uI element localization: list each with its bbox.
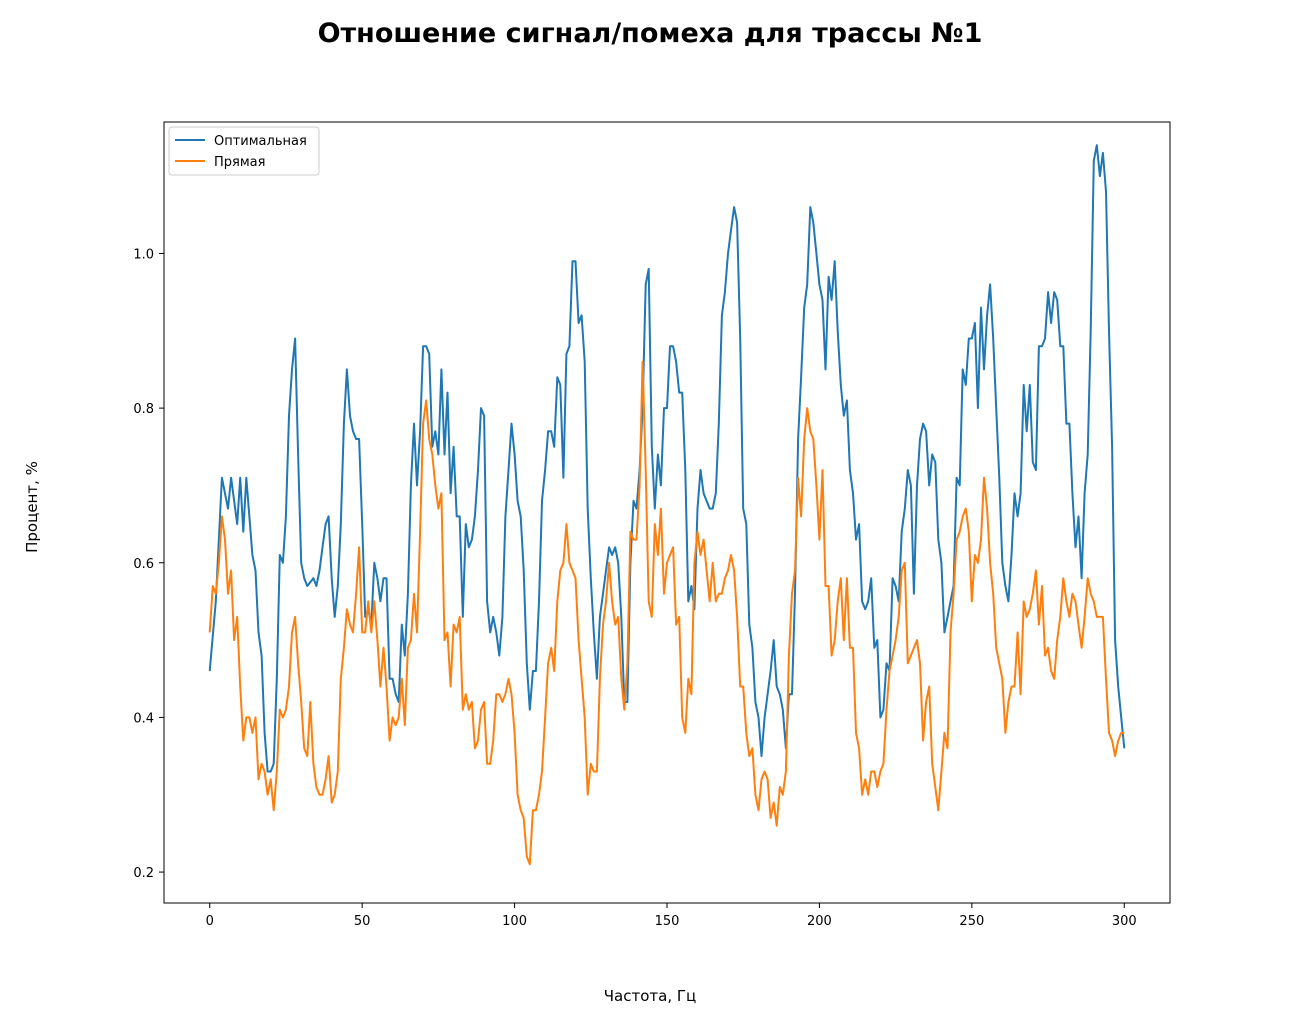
series-layer	[208, 144, 1126, 866]
legend-label-optimal: Оптимальная	[214, 134, 307, 149]
y-tick-label: 0.6	[133, 557, 154, 572]
legend-box	[168, 126, 320, 176]
x-tick-label: 150	[655, 914, 680, 929]
x-tick-label: 100	[502, 914, 527, 929]
y-tick-label: 0.4	[133, 711, 154, 726]
x-tick-label: 50	[354, 914, 371, 929]
series-line-1	[208, 360, 1125, 866]
x-tick-label: 0	[206, 914, 214, 929]
y-tick-label: 0.2	[133, 866, 154, 881]
x-tick-label: 200	[807, 914, 832, 929]
chart-title: Отношение сигнал/помеха для трассы №1	[318, 18, 983, 49]
x-tick-label: 300	[1112, 914, 1137, 929]
y-tick-label: 1.0	[133, 247, 154, 262]
plot-area	[163, 121, 1171, 904]
y-axis: 0.2 0.4 0.6 0.8 1.0	[133, 247, 164, 881]
x-axis-label: Частота, Гц	[604, 987, 696, 1005]
series-line-0	[208, 144, 1126, 773]
x-tick-label: 250	[959, 914, 984, 929]
x-axis: 0 50 100 150 200 250 300	[206, 903, 1137, 929]
legend: Оптимальная Прямая	[168, 126, 320, 176]
y-axis-label: Процент, %	[23, 461, 41, 553]
legend-label-direct: Прямая	[214, 155, 265, 170]
y-tick-label: 0.8	[133, 402, 154, 417]
